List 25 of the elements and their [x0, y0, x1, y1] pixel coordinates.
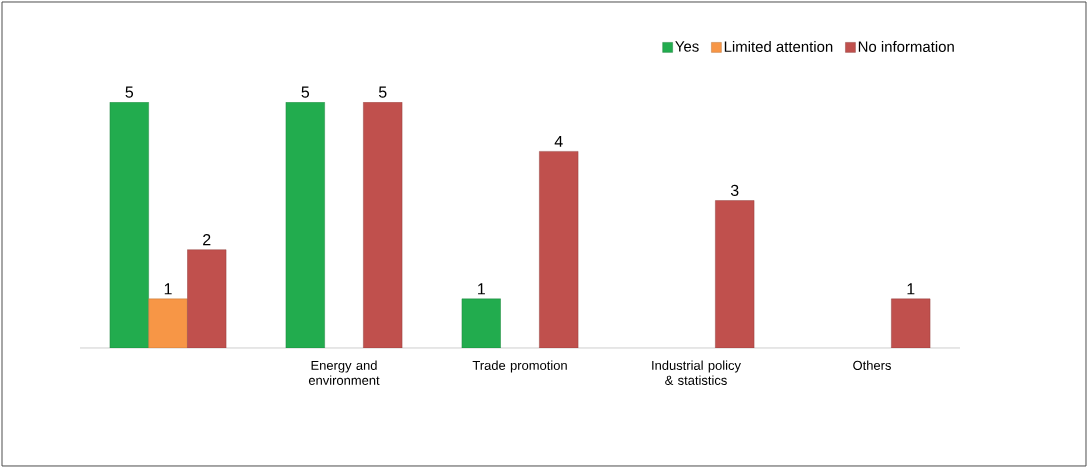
bar	[148, 298, 188, 348]
data-label: 1	[907, 283, 915, 295]
bar	[539, 151, 579, 348]
data-label: 4	[554, 135, 563, 147]
x-tick-label: Trade promotion	[472, 360, 567, 373]
legend-label: Yes	[675, 41, 699, 52]
bar	[109, 102, 149, 348]
bar	[187, 249, 227, 348]
data-label: 2	[203, 234, 211, 246]
data-label: 3	[730, 184, 739, 197]
data-label: 5	[378, 86, 387, 98]
bar	[461, 298, 501, 348]
data-label: 5	[125, 86, 134, 98]
bar	[715, 200, 755, 348]
x-tick-label: Others	[853, 360, 891, 370]
bar	[363, 102, 403, 348]
bar	[891, 298, 931, 348]
bar	[285, 102, 325, 348]
data-label: 1	[164, 283, 172, 295]
legend-label: No information	[858, 41, 954, 52]
data-label: 5	[301, 86, 310, 98]
x-tick-label: Energy and environment	[308, 360, 380, 385]
data-label: 1	[478, 283, 485, 295]
x-tick-label: Industrial policy & statistics	[652, 360, 741, 385]
legend-label: Limited attention	[724, 41, 833, 52]
